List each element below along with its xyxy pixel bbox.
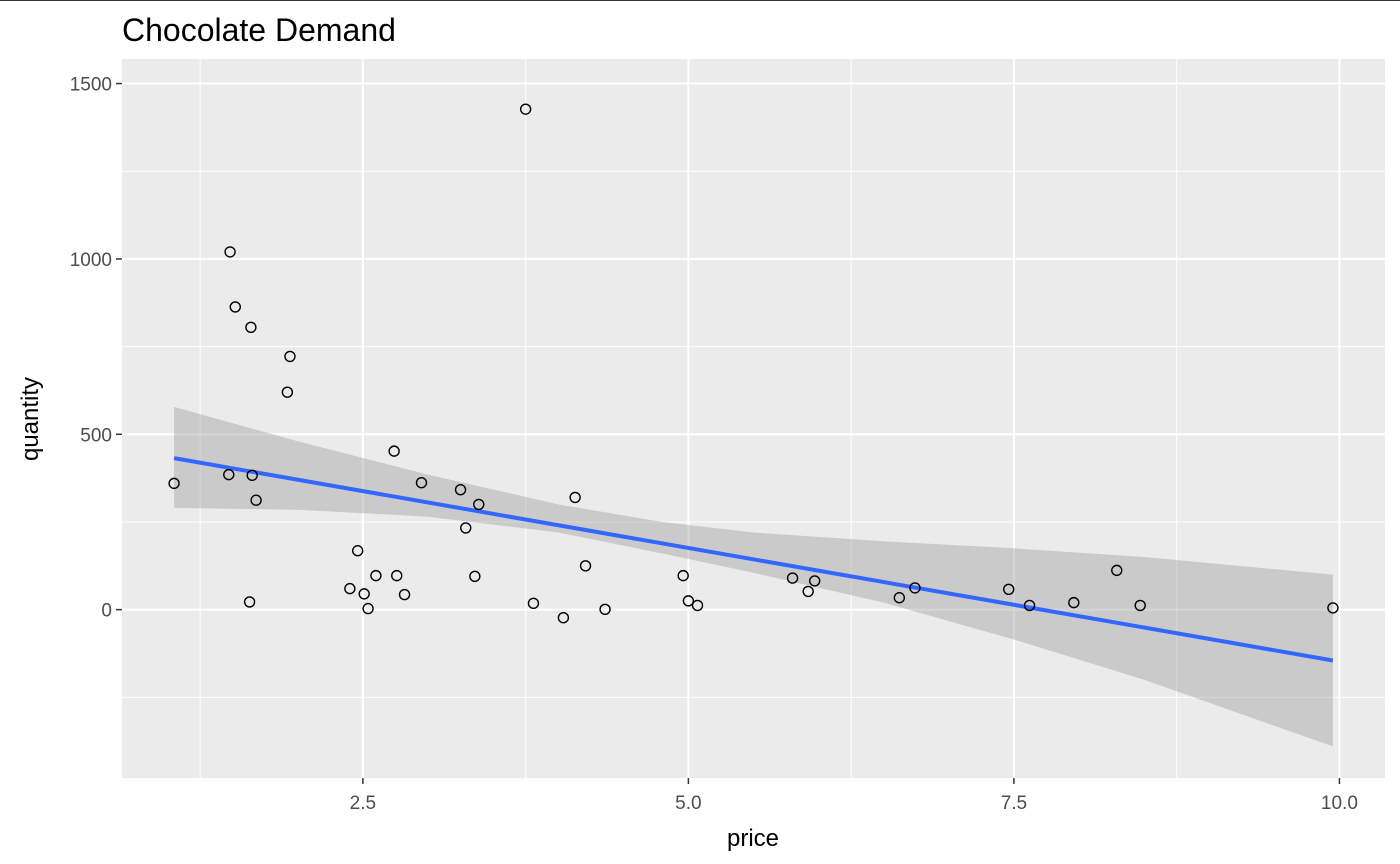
data-point — [246, 469, 258, 482]
data-point — [224, 246, 236, 258]
data-point — [415, 476, 428, 489]
data-point — [351, 545, 364, 557]
data-point — [519, 103, 532, 115]
data-point — [1134, 599, 1146, 612]
data-point — [398, 588, 411, 601]
x-tick-label: 7.5 — [1001, 793, 1027, 814]
x-axis-title: price — [727, 825, 779, 852]
data-point — [281, 386, 294, 398]
x-tick-label: 2.5 — [350, 793, 376, 814]
data-point — [284, 350, 296, 363]
confidence-band-layer — [174, 406, 1333, 747]
data-point — [358, 588, 370, 600]
data-point — [682, 595, 695, 607]
y-axis-title: quantity — [17, 377, 44, 461]
y-tick-label: 0 — [101, 601, 112, 622]
data-point — [893, 592, 906, 604]
y-tick-label: 1000 — [70, 250, 112, 271]
data-point — [527, 597, 540, 610]
data-point — [1111, 564, 1123, 577]
grid-minor — [122, 59, 1385, 778]
data-point — [1068, 596, 1080, 609]
data-point — [569, 491, 581, 504]
data-point — [243, 596, 256, 608]
data-point — [391, 569, 403, 582]
confidence-band — [174, 406, 1333, 747]
data-point — [245, 321, 257, 334]
y-axis: 0 500 1000 1500 — [70, 75, 122, 622]
plot-panel — [122, 59, 1385, 778]
grid-major — [122, 59, 1385, 778]
data-point — [579, 560, 592, 572]
data-point — [229, 301, 241, 313]
data-point — [1327, 602, 1339, 614]
fit-line-layer — [173, 456, 1334, 663]
data-point — [473, 498, 485, 511]
data-point — [469, 570, 481, 583]
data-point — [786, 572, 799, 584]
data-point — [1003, 583, 1015, 596]
data-points — [168, 103, 1339, 624]
data-point — [802, 585, 814, 598]
data-point — [223, 468, 235, 481]
x-axis: 2.5 5.0 7.5 10.0 — [350, 778, 1358, 814]
data-point — [599, 603, 611, 615]
data-point — [344, 582, 356, 595]
data-point — [909, 582, 921, 594]
data-point — [388, 445, 400, 457]
data-point — [460, 522, 472, 534]
data-point — [250, 494, 262, 506]
x-tick-label: 10.0 — [1321, 793, 1358, 814]
data-point — [677, 569, 689, 582]
data-point — [1023, 599, 1036, 612]
x-tick-label: 5.0 — [675, 793, 701, 814]
chart-title: Chocolate Demand — [122, 12, 396, 48]
data-point — [362, 602, 374, 615]
data-point — [557, 612, 570, 624]
data-point — [454, 483, 467, 496]
data-point — [691, 599, 704, 612]
data-point — [168, 477, 180, 490]
y-tick-label: 500 — [80, 425, 112, 446]
data-point — [808, 575, 821, 587]
data-point — [370, 569, 382, 582]
y-tick-label: 1500 — [70, 75, 112, 96]
regression-line — [173, 456, 1334, 663]
